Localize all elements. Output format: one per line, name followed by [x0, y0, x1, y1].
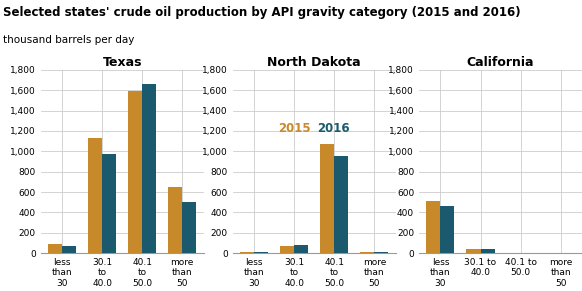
Bar	[254, 252, 268, 253]
Bar	[481, 249, 495, 253]
Bar	[142, 84, 156, 253]
Bar	[128, 91, 142, 253]
Bar	[88, 138, 102, 253]
Bar	[427, 201, 441, 253]
Bar	[102, 154, 116, 253]
Bar	[240, 252, 254, 253]
Title: Texas: Texas	[102, 56, 142, 69]
Bar	[360, 252, 374, 253]
Bar	[294, 245, 308, 253]
Text: 2015: 2015	[278, 122, 311, 135]
Bar	[467, 249, 481, 253]
Text: Selected states' crude oil production by API gravity category (2015 and 2016): Selected states' crude oil production by…	[3, 6, 520, 19]
Bar	[374, 252, 388, 253]
Bar	[168, 187, 182, 253]
Bar	[320, 144, 334, 253]
Bar	[334, 157, 348, 253]
Text: thousand barrels per day: thousand barrels per day	[3, 35, 134, 45]
Text: 2016: 2016	[318, 122, 350, 135]
Title: North Dakota: North Dakota	[268, 56, 361, 69]
Bar	[441, 206, 455, 253]
Bar	[281, 246, 294, 253]
Title: California: California	[467, 56, 534, 69]
Bar	[48, 244, 62, 253]
Bar	[62, 246, 76, 253]
Bar	[182, 202, 196, 253]
